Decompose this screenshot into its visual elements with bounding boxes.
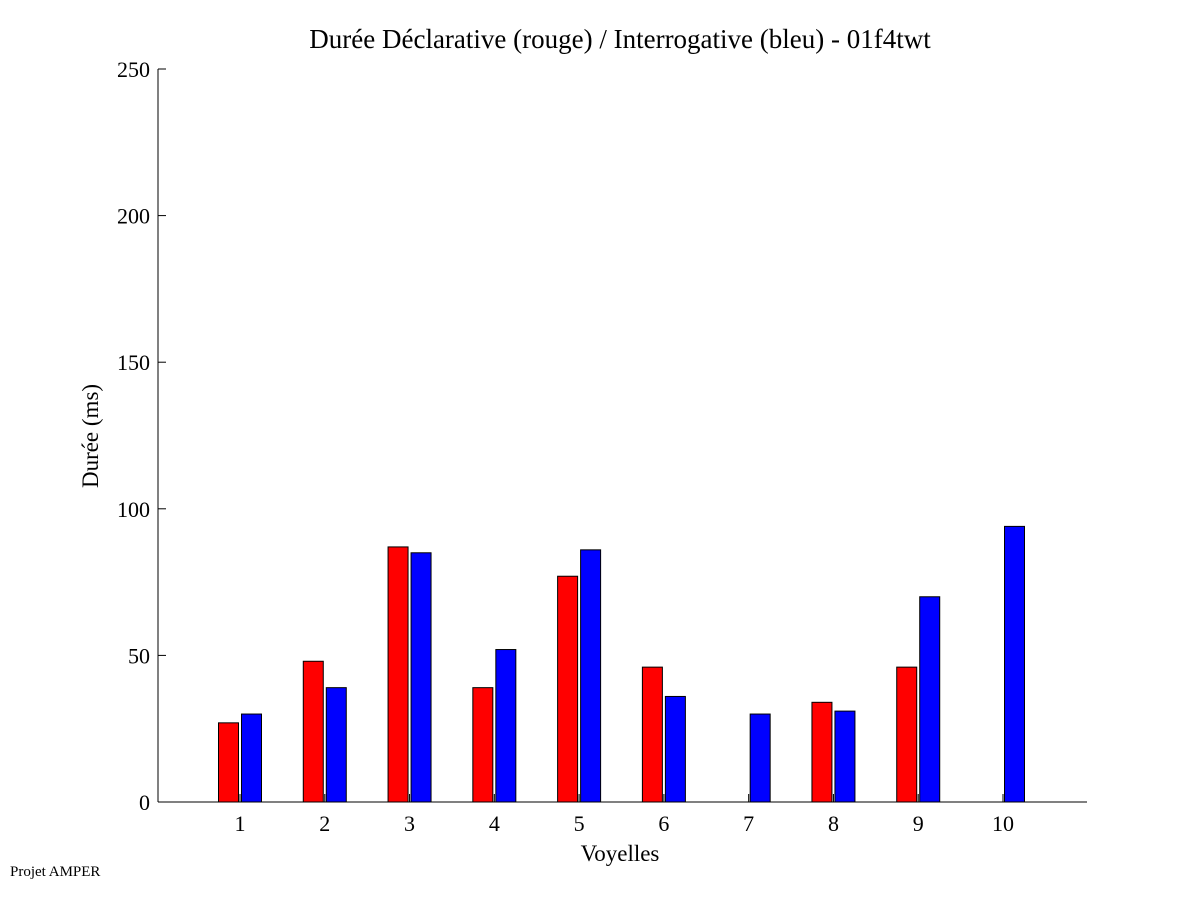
bar-declarative-9: [896, 666, 918, 803]
bar-declarative-3: [387, 546, 409, 803]
bar-interrogative-2: [325, 687, 347, 803]
y-tick-label: 200: [117, 204, 150, 229]
bar-interrogative-3: [410, 552, 432, 803]
bar-interrogative-4: [495, 649, 517, 803]
x-tick-label: 1: [235, 811, 246, 836]
x-tick-label: 7: [743, 811, 754, 836]
x-tick-label: 5: [574, 811, 585, 836]
bar-declarative-8: [811, 701, 833, 803]
y-axis-label: Durée (ms): [78, 384, 103, 488]
bar-interrogative-7: [749, 713, 771, 803]
x-tick-label: 3: [404, 811, 415, 836]
tick-labels-group: 0 50 100 150 200 250 1 2 3 4 5 6 7 8 9 10: [117, 57, 1014, 836]
x-tick-label: 10: [992, 811, 1014, 836]
axes-group: [157, 68, 1087, 803]
bar-interrogative-8: [834, 710, 856, 803]
x-axis-label: Voyelles: [581, 841, 660, 866]
bar-declarative-1: [218, 722, 239, 803]
chart-title: Durée Déclarative (rouge) / Interrogativ…: [309, 24, 931, 54]
y-tick-label: 0: [139, 790, 150, 815]
y-tick-label: 250: [117, 57, 150, 82]
bar-declarative-4: [472, 687, 494, 803]
bar-declarative-2: [302, 660, 324, 803]
bar-interrogative-5: [580, 549, 602, 803]
bar-interrogative-10: [1004, 525, 1025, 803]
y-tick-label: 100: [117, 497, 150, 522]
x-tick-label: 4: [489, 811, 500, 836]
x-tick-label: 6: [658, 811, 669, 836]
bar-interrogative-6: [664, 695, 686, 803]
bar-declarative-5: [557, 575, 579, 803]
x-tick-label: 2: [319, 811, 330, 836]
y-tick-label: 50: [128, 643, 150, 668]
bars-group: [218, 525, 1025, 803]
bar-interrogative-1: [241, 713, 262, 803]
x-tick-label: 9: [913, 811, 924, 836]
x-tick-label: 8: [828, 811, 839, 836]
footer-label: Projet AMPER: [10, 864, 101, 880]
bar-interrogative-9: [919, 596, 941, 803]
bar-declarative-6: [641, 666, 663, 803]
y-tick-label: 150: [117, 350, 150, 375]
